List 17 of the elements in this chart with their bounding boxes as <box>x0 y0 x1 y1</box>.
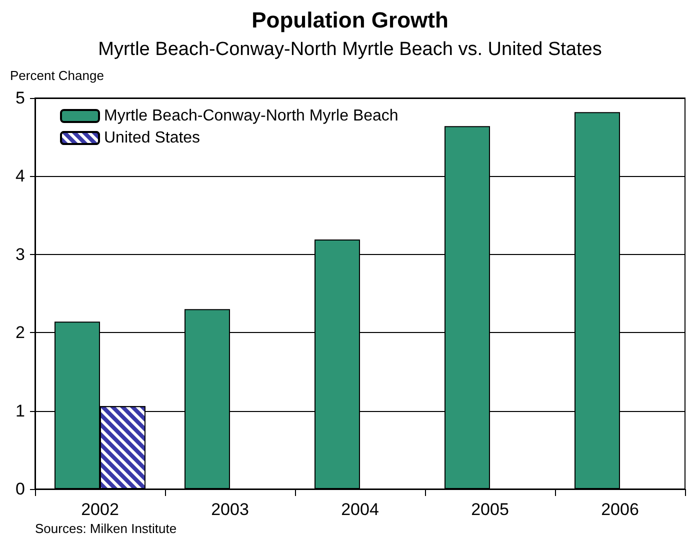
legend-label: United States <box>104 130 200 146</box>
x-tick-label: 2002 <box>81 500 119 519</box>
legend-label: Myrtle Beach-Conway-North Myrle Beach <box>104 108 398 124</box>
y-tick-label: 1 <box>16 401 25 420</box>
y-axis-title: Percent Change <box>10 68 104 83</box>
chart-title: Population Growth <box>252 8 448 32</box>
y-tick-label: 5 <box>16 88 25 108</box>
y-tick-label: 4 <box>16 166 25 186</box>
x-tick-label: 2004 <box>341 500 379 519</box>
x-tick-label: 2005 <box>471 500 509 519</box>
y-tick-label: 3 <box>16 244 25 264</box>
x-tick-label: 2003 <box>211 500 249 519</box>
source-note: Sources: Milken Institute <box>35 521 177 536</box>
y-tick-label: 0 <box>16 480 25 498</box>
chart-subtitle: Myrtle Beach-Conway-North Myrtle Beach vs. United States <box>98 39 602 60</box>
y-tick-label: 2 <box>16 323 25 342</box>
x-tick-label: 2006 <box>601 500 639 519</box>
